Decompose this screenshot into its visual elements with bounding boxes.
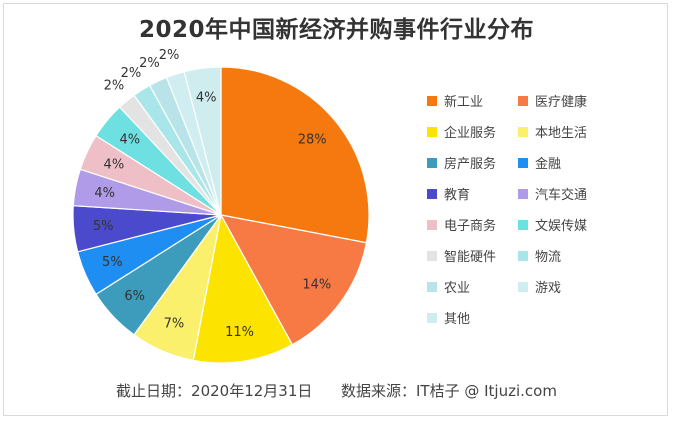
legend-item: 教育 [427, 187, 470, 203]
legend-item: 其他 [427, 312, 470, 327]
legend-item: 物流 [518, 250, 561, 265]
legend-swatch [427, 158, 437, 168]
legend-item: 企业服务 [427, 125, 496, 141]
slice-percent-label: 4% [196, 91, 217, 106]
slice-percent-label: 2% [121, 66, 142, 81]
legend-label: 金融 [535, 156, 561, 172]
legend-item: 农业 [427, 281, 470, 296]
slice-percent-label: 5% [102, 255, 123, 270]
legend-label: 教育 [444, 187, 470, 203]
legend-label: 游戏 [535, 281, 561, 296]
chart-title: 2020年中国新经济并购事件行业分布 [138, 17, 534, 43]
legend-label: 电子商务 [444, 218, 496, 234]
legend-label: 医疗健康 [535, 94, 587, 110]
legend-swatch [518, 189, 528, 199]
pie-slice [183, 66, 222, 216]
footer-date: 截止日期：2020年12月31日 [116, 382, 313, 400]
legend-item: 游戏 [518, 281, 561, 296]
slice-percent-label: 5% [93, 219, 114, 234]
slice-percent-label: 14% [302, 278, 331, 293]
legend-item: 新工业 [427, 94, 483, 110]
legend-item: 本地生活 [518, 126, 587, 141]
legend-label: 房产服务 [444, 156, 496, 172]
slice-percent-label: 28% [298, 133, 327, 148]
legend-item: 房产服务 [427, 156, 496, 172]
legend-label: 农业 [444, 281, 470, 296]
legend-swatch [427, 251, 437, 261]
legend-label: 汽车交通 [535, 187, 587, 203]
legend-swatch [427, 127, 437, 137]
legend-swatch [427, 189, 437, 199]
slice-percent-label: 2% [139, 56, 160, 71]
legend-swatch [518, 158, 528, 168]
legend-label: 其他 [444, 312, 470, 327]
legend-swatch [427, 96, 437, 106]
footer: 截止日期：2020年12月31日 数据来源：IT桔子 @ Itjuzi.com [0, 380, 673, 401]
slice-percent-label: 7% [164, 317, 185, 332]
legend-swatch [518, 96, 528, 106]
slice-percent-label: 4% [104, 158, 125, 173]
legend-item: 医疗健康 [518, 94, 587, 110]
legend-label: 智能硬件 [444, 250, 496, 265]
legend-item: 电子商务 [427, 218, 496, 234]
slice-labels: 28%14%11%7%6%5%5%4%4%4%2%2%2%2%4% [93, 48, 331, 340]
slice-percent-label: 2% [159, 48, 180, 63]
slice-percent-label: 4% [119, 133, 140, 148]
legend-swatch [518, 220, 528, 230]
slice-percent-label: 11% [225, 325, 254, 340]
slice-percent-label: 2% [104, 79, 125, 94]
pie-slice [192, 213, 294, 364]
legend-item: 汽车交通 [518, 187, 587, 203]
legend-swatch [518, 127, 528, 137]
footer-source: 数据来源：IT桔子 @ Itjuzi.com [341, 382, 557, 400]
legend-label: 物流 [535, 250, 561, 265]
slice-percent-label: 4% [94, 186, 115, 201]
legend-item: 文娱传媒 [518, 219, 587, 234]
pie-slice [220, 66, 370, 244]
legend-swatch [427, 220, 437, 230]
pie-slices [72, 66, 370, 364]
legend-swatch [427, 282, 437, 292]
legend-item: 智能硬件 [427, 250, 496, 265]
slice-percent-label: 6% [124, 289, 145, 304]
pie-slice [219, 214, 368, 346]
legend-label: 文娱传媒 [535, 219, 587, 234]
legend-swatch [518, 282, 528, 292]
legend-swatch [427, 313, 437, 323]
legend-label: 新工业 [444, 94, 483, 110]
legend-label: 企业服务 [444, 125, 496, 141]
legend-item: 金融 [518, 156, 561, 172]
legend-swatch [518, 251, 528, 261]
legend-label: 本地生活 [535, 126, 587, 141]
